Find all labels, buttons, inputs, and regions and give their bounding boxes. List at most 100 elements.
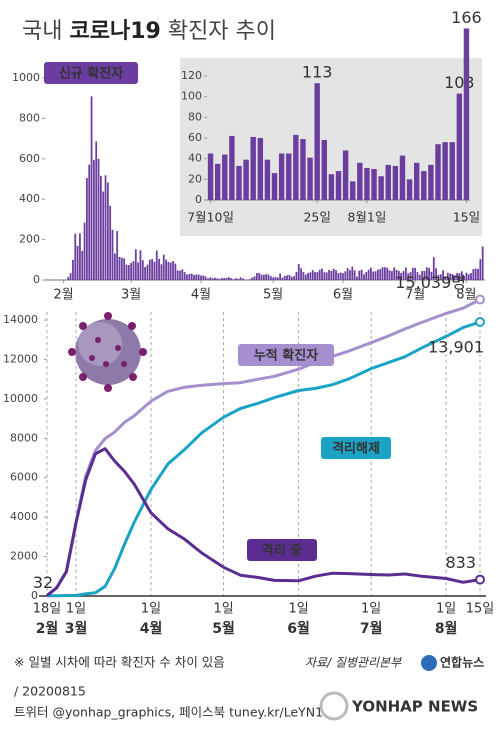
legend-box [247, 539, 317, 561]
bar [356, 276, 358, 280]
bar [144, 267, 146, 280]
bar [474, 268, 477, 280]
bar [349, 270, 351, 280]
bar [264, 159, 271, 200]
bar [207, 153, 214, 200]
bar [316, 272, 319, 280]
bar [155, 250, 158, 280]
bar [314, 83, 320, 200]
x-tick-label: 1일 [213, 602, 233, 617]
y-tick-label: 0 [31, 589, 38, 602]
bar [243, 159, 249, 200]
bar [179, 270, 181, 280]
bar [442, 270, 444, 280]
bar [221, 277, 223, 280]
bar [269, 276, 272, 280]
bar [116, 231, 119, 280]
bar [309, 272, 312, 280]
bar [286, 275, 289, 280]
bar [235, 278, 237, 280]
bar [236, 165, 242, 200]
series-line [46, 320, 481, 598]
x-tick-label: 1일 [66, 602, 86, 617]
bar [276, 277, 279, 280]
bar [337, 273, 340, 280]
bar [378, 176, 384, 200]
month-label: 4월 [140, 620, 163, 637]
bar [321, 268, 323, 280]
y-tick-label: 60 [188, 131, 202, 144]
bar [325, 272, 328, 280]
bar [293, 134, 299, 200]
bar [472, 269, 475, 280]
bar [248, 279, 251, 280]
bar [460, 271, 463, 280]
bar [74, 233, 77, 280]
bar [392, 165, 399, 200]
bar [344, 271, 347, 280]
y-tick-label: 0 [195, 193, 202, 206]
bar [204, 276, 207, 280]
watermark: YONHAP NEWS [351, 698, 478, 716]
bar [365, 272, 368, 280]
bar [241, 278, 244, 280]
bar [127, 265, 130, 280]
bar [257, 138, 264, 200]
bar [416, 272, 419, 280]
bar [218, 278, 221, 280]
bar [286, 153, 292, 200]
bar [76, 245, 79, 280]
bar [423, 270, 426, 280]
bar [165, 259, 167, 280]
series-line [46, 447, 481, 597]
x-tick-label: 1일 [361, 602, 381, 617]
bar [209, 277, 212, 280]
bar [274, 276, 277, 280]
value-label: 166 [451, 8, 482, 27]
x-tick-label: 3월 [121, 288, 141, 303]
bar [300, 268, 302, 280]
y-tick-label: 600 [19, 152, 40, 165]
bar [435, 268, 437, 280]
virus-spikes [68, 312, 147, 392]
title-bold: 코로나19 [69, 19, 160, 44]
bar [72, 259, 74, 280]
bar [335, 171, 342, 200]
bar [399, 155, 406, 200]
bar [132, 261, 135, 280]
title: 국내 코로나19 확진자 추이 [22, 19, 276, 44]
series-label: 신규 확진자 [59, 66, 123, 82]
y-tick-label: 80 [188, 110, 202, 123]
bar [300, 139, 306, 200]
y-tick-label: 800 [19, 111, 40, 124]
y-tick-label: 100 [181, 90, 202, 103]
bar [439, 274, 442, 280]
bar [172, 261, 174, 280]
bar [363, 274, 365, 280]
social: 트위터 @yonhap_graphics, 페이스북 tuney.kr/LeYN… [14, 705, 323, 720]
bar [186, 274, 188, 280]
bar [425, 267, 428, 280]
bar [271, 173, 278, 200]
bar [367, 269, 370, 280]
bar [371, 169, 377, 200]
virus-highlight [78, 322, 122, 366]
bar [169, 262, 172, 280]
bar [339, 272, 342, 280]
bar [428, 164, 434, 200]
y-tick-label: 2000 [10, 550, 38, 563]
value-label: 103 [444, 73, 475, 92]
month-label: 7월 [360, 620, 383, 637]
bar [407, 273, 410, 280]
bar [393, 267, 396, 280]
bar [384, 267, 386, 280]
bar [228, 277, 230, 280]
bar [467, 274, 470, 280]
bar [395, 269, 398, 280]
bar [414, 267, 417, 280]
bar [265, 274, 268, 280]
bar [342, 273, 344, 280]
bar [463, 275, 465, 280]
bar [134, 249, 137, 280]
bar [330, 270, 333, 280]
